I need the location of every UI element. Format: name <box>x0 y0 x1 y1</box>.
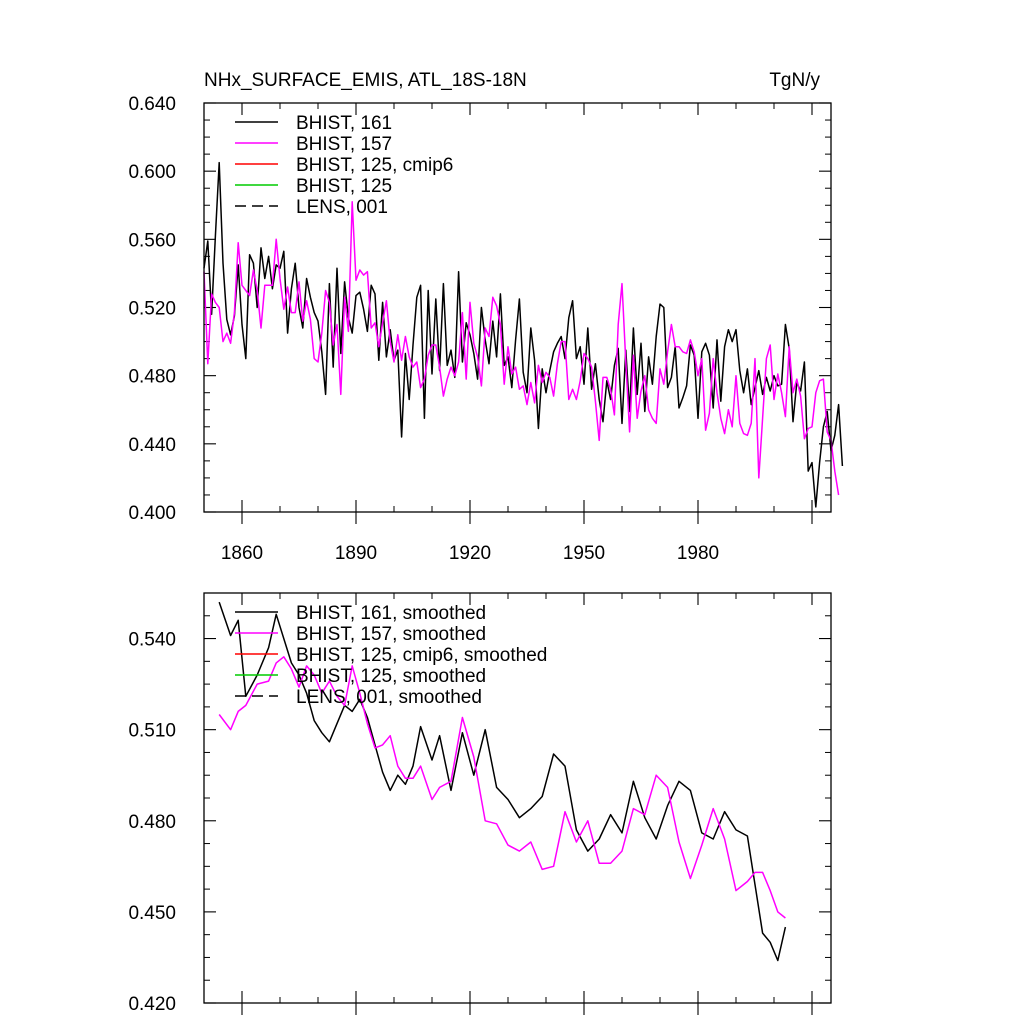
series-lines <box>203 161 844 508</box>
series-line-1 <box>203 161 844 508</box>
y-tick-label: 0.420 <box>128 994 176 1015</box>
series-line-2 <box>218 656 786 919</box>
legend-label: BHIST, 125 <box>296 176 392 197</box>
x-tick-label: 1980 <box>677 543 719 564</box>
y-tick-label: 0.480 <box>128 812 176 833</box>
plot-frame <box>203 592 832 1004</box>
y-tick-label: 0.600 <box>128 162 176 183</box>
y-tick-label: 0.480 <box>128 367 176 388</box>
y-tick-label: 0.560 <box>128 230 176 251</box>
series-line-2 <box>203 201 840 496</box>
series-lines <box>218 601 787 962</box>
legend-label: BHIST, 161, smoothed <box>296 603 486 624</box>
legend-label: BHIST, 125, smoothed <box>296 666 486 687</box>
y-tick-labels: 0.400 0.440 0.480 0.520 0.560 0.600 0.640 <box>128 94 176 524</box>
x-tick-labels: 1860 1890 1920 1950 1980 <box>221 543 719 564</box>
y-tick-label: 0.400 <box>128 503 176 524</box>
x-tick-label: 1860 <box>221 543 263 564</box>
y-tick-label: 0.440 <box>128 435 176 456</box>
series-line-1 <box>218 601 787 962</box>
y-tick-label: 0.540 <box>128 630 176 651</box>
plot-frame <box>203 102 832 513</box>
tick-marks <box>203 592 831 1015</box>
legend-label: BHIST, 157 <box>296 134 392 155</box>
legend-label: BHIST, 161 <box>296 113 392 134</box>
units-label: TgN/y <box>769 70 820 91</box>
top-panel: NHx_SURFACE_EMIS, ATL_18S-18N TgN/y 0.40… <box>128 70 844 564</box>
x-tick-label: 1890 <box>335 543 377 564</box>
chart-title: NHx_SURFACE_EMIS, ATL_18S-18N <box>204 70 527 91</box>
legend-label: LENS, 001, smoothed <box>296 687 482 708</box>
legend-label: LENS, 001 <box>296 197 388 218</box>
x-tick-label: 1950 <box>563 543 605 564</box>
y-tick-labels: 0.420 0.450 0.480 0.510 0.540 <box>128 630 176 1015</box>
tick-marks <box>203 102 831 524</box>
y-tick-label: 0.520 <box>128 299 176 320</box>
y-tick-label: 0.640 <box>128 94 176 115</box>
y-tick-label: 0.450 <box>128 903 176 924</box>
legend-label: BHIST, 125, cmip6, smoothed <box>296 645 547 666</box>
y-tick-label: 0.510 <box>128 721 176 742</box>
x-tick-label: 1920 <box>449 543 491 564</box>
legend-label: BHIST, 157, smoothed <box>296 624 486 645</box>
legend-label: BHIST, 125, cmip6 <box>296 155 453 176</box>
bottom-panel: 0.420 0.450 0.480 0.510 0.540 BHIST, 161, sm… <box>128 592 832 1015</box>
